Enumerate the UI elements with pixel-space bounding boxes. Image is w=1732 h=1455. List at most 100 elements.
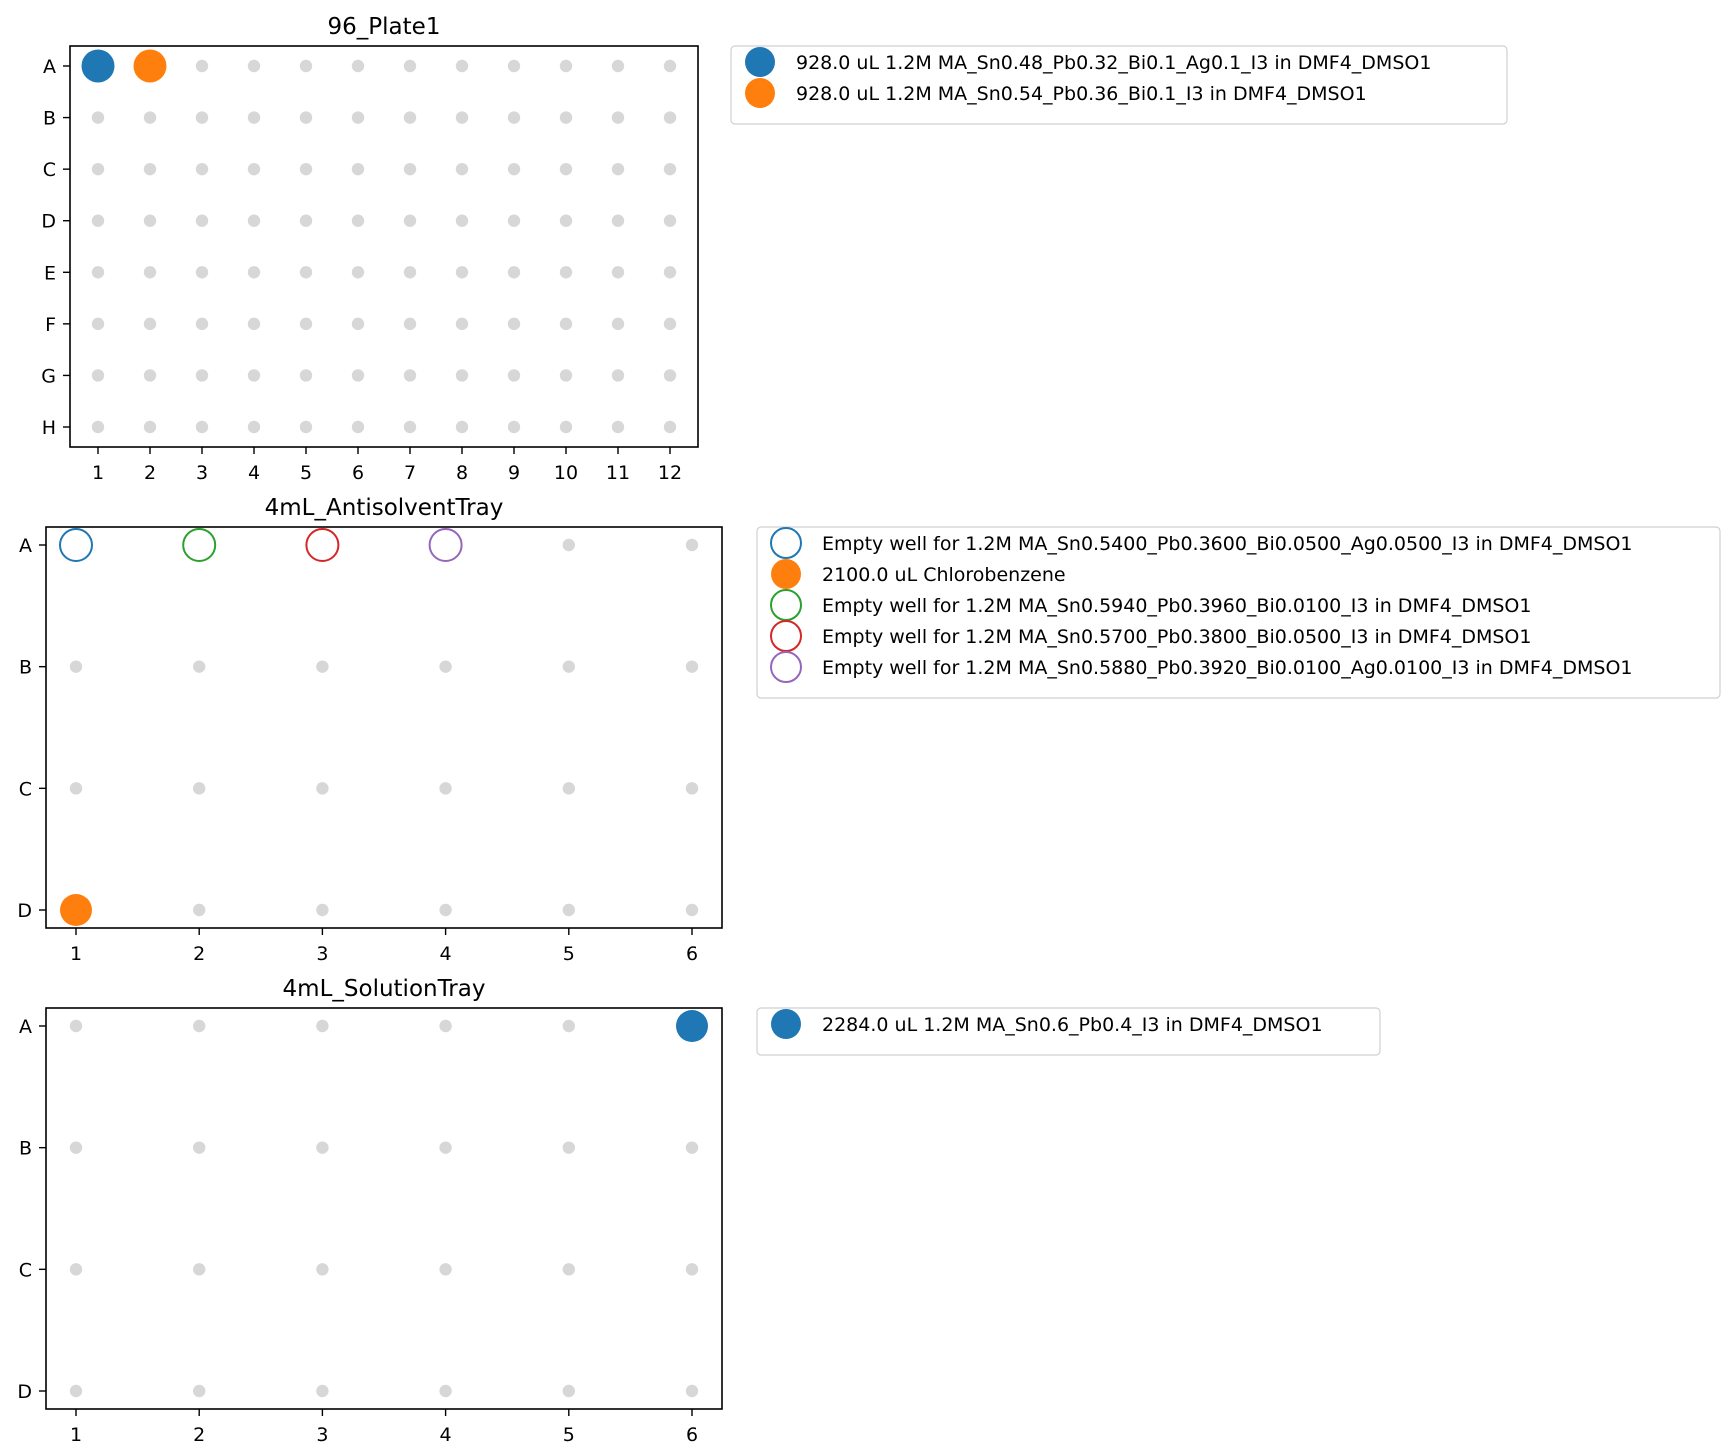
y-tick-label: C (19, 1259, 32, 1281)
x-tick-label: 3 (196, 462, 208, 484)
empty-well-G4 (247, 369, 261, 382)
empty-well-C1 (69, 1263, 83, 1276)
empty-well-G7 (403, 369, 417, 382)
legend-marker (771, 1009, 801, 1039)
empty-well-G1 (91, 369, 105, 382)
legend-marker (745, 47, 775, 77)
well-marker-A1 (81, 49, 115, 83)
empty-well-A4 (247, 59, 261, 73)
empty-well-A8 (455, 59, 469, 73)
legend-marker (770, 651, 802, 683)
legend-label: 2284.0 uL 1.2M MA_Sn0.6_Pb0.4_I3 in DMF4… (822, 1014, 1323, 1036)
empty-well-A5 (562, 538, 575, 552)
empty-well-C6 (685, 782, 699, 795)
x-tick-label: 6 (352, 462, 364, 484)
y-tick-label: H (42, 417, 56, 439)
well-marker-A1 (59, 528, 93, 562)
legend: Empty well for 1.2M MA_Sn0.5400_Pb0.3600… (756, 526, 1721, 699)
empty-well-D11 (611, 214, 625, 227)
empty-well-C8 (455, 162, 469, 176)
legend: 928.0 uL 1.2M MA_Sn0.48_Pb0.32_Bi0.1_Ag0… (730, 45, 1508, 125)
empty-well-C9 (507, 162, 521, 176)
y-tick-label: A (19, 535, 32, 557)
empty-well-B1 (69, 660, 83, 673)
empty-well-D7 (403, 214, 417, 227)
legend-marker (771, 559, 801, 589)
x-tick-label: 5 (563, 943, 575, 965)
empty-well-D12 (663, 214, 677, 227)
empty-well-D9 (507, 214, 521, 227)
y-tick-label: E (44, 262, 56, 284)
legend-label: 928.0 uL 1.2M MA_Sn0.48_Pb0.32_Bi0.1_Ag0… (796, 52, 1431, 74)
empty-well-D10 (559, 214, 573, 227)
legend: 2284.0 uL 1.2M MA_Sn0.6_Pb0.4_I3 in DMF4… (756, 1007, 1381, 1056)
legend-box (756, 526, 1721, 699)
x-tick-label: 3 (316, 1424, 328, 1446)
empty-well-A5 (562, 1019, 575, 1033)
x-tick-label: 12 (658, 462, 682, 484)
y-tick-label: C (19, 778, 32, 800)
empty-well-D6 (351, 214, 365, 227)
empty-well-F4 (247, 317, 261, 331)
empty-well-H5 (299, 420, 313, 434)
empty-well-B2 (193, 660, 206, 673)
empty-well-H8 (455, 420, 469, 434)
empty-well-C7 (403, 162, 417, 176)
empty-well-G9 (507, 369, 521, 382)
empty-well-D5 (562, 903, 575, 917)
empty-well-B6 (685, 660, 699, 673)
empty-well-B3 (316, 1141, 329, 1154)
legend-marker (770, 589, 802, 621)
empty-well-G11 (611, 369, 625, 382)
well-marker-D1 (60, 894, 92, 926)
legend-label: 928.0 uL 1.2M MA_Sn0.54_Pb0.36_Bi0.1_I3 … (796, 83, 1367, 105)
y-tick-label: D (17, 900, 32, 922)
empty-well-C5 (562, 1263, 575, 1276)
x-tick-label: 9 (508, 462, 520, 484)
empty-well-F6 (351, 317, 365, 331)
empty-well-F7 (403, 317, 417, 331)
empty-well-D2 (193, 903, 206, 917)
empty-well-E12 (663, 266, 677, 279)
legend-label: 2100.0 uL Chlorobenzene (822, 564, 1066, 586)
empty-well-A11 (611, 59, 625, 73)
empty-well-F8 (455, 317, 469, 331)
well-marker-A2 (182, 528, 217, 562)
empty-well-H6 (351, 420, 365, 434)
empty-well-B1 (69, 1141, 83, 1154)
empty-well-D3 (316, 1384, 329, 1398)
empty-well-G2 (143, 369, 157, 382)
empty-well-B9 (507, 111, 521, 124)
x-tick-label: 1 (70, 1424, 82, 1446)
chart-title: 96_Plate1 (328, 14, 441, 40)
empty-well-D5 (299, 214, 313, 227)
empty-well-G12 (663, 369, 677, 382)
empty-well-H1 (91, 420, 105, 434)
empty-well-C2 (143, 162, 157, 176)
chart-3: 4mL_SolutionTray 1 2 3 4 5 6 A B C D 2284.0 uL 1.2M… (17, 976, 1381, 1446)
empty-well-E1 (91, 266, 105, 279)
empty-well-B3 (195, 111, 209, 124)
empty-well-B6 (685, 1141, 699, 1154)
empty-well-E6 (351, 266, 365, 279)
empty-well-A3 (195, 59, 209, 73)
x-tick-label: 10 (554, 462, 578, 484)
legend-label: Empty well for 1.2M MA_Sn0.5940_Pb0.3960… (822, 595, 1531, 617)
axes-frame (45, 1007, 723, 1410)
y-tick-label: B (43, 108, 56, 130)
empty-well-H7 (403, 420, 417, 434)
empty-well-A6 (685, 538, 699, 552)
x-tick-label: 6 (686, 1424, 698, 1446)
empty-well-A4 (439, 1019, 452, 1033)
x-tick-label: 4 (440, 943, 452, 965)
x-tick-label: 2 (144, 462, 156, 484)
legend-marker (770, 527, 802, 559)
legend-label: Empty well for 1.2M MA_Sn0.5400_Pb0.3600… (822, 533, 1633, 555)
empty-well-B5 (562, 1141, 575, 1154)
x-tick-label: 1 (70, 943, 82, 965)
empty-well-B6 (351, 111, 365, 124)
chart-title: 4mL_SolutionTray (283, 976, 486, 1002)
empty-well-B11 (611, 111, 625, 124)
